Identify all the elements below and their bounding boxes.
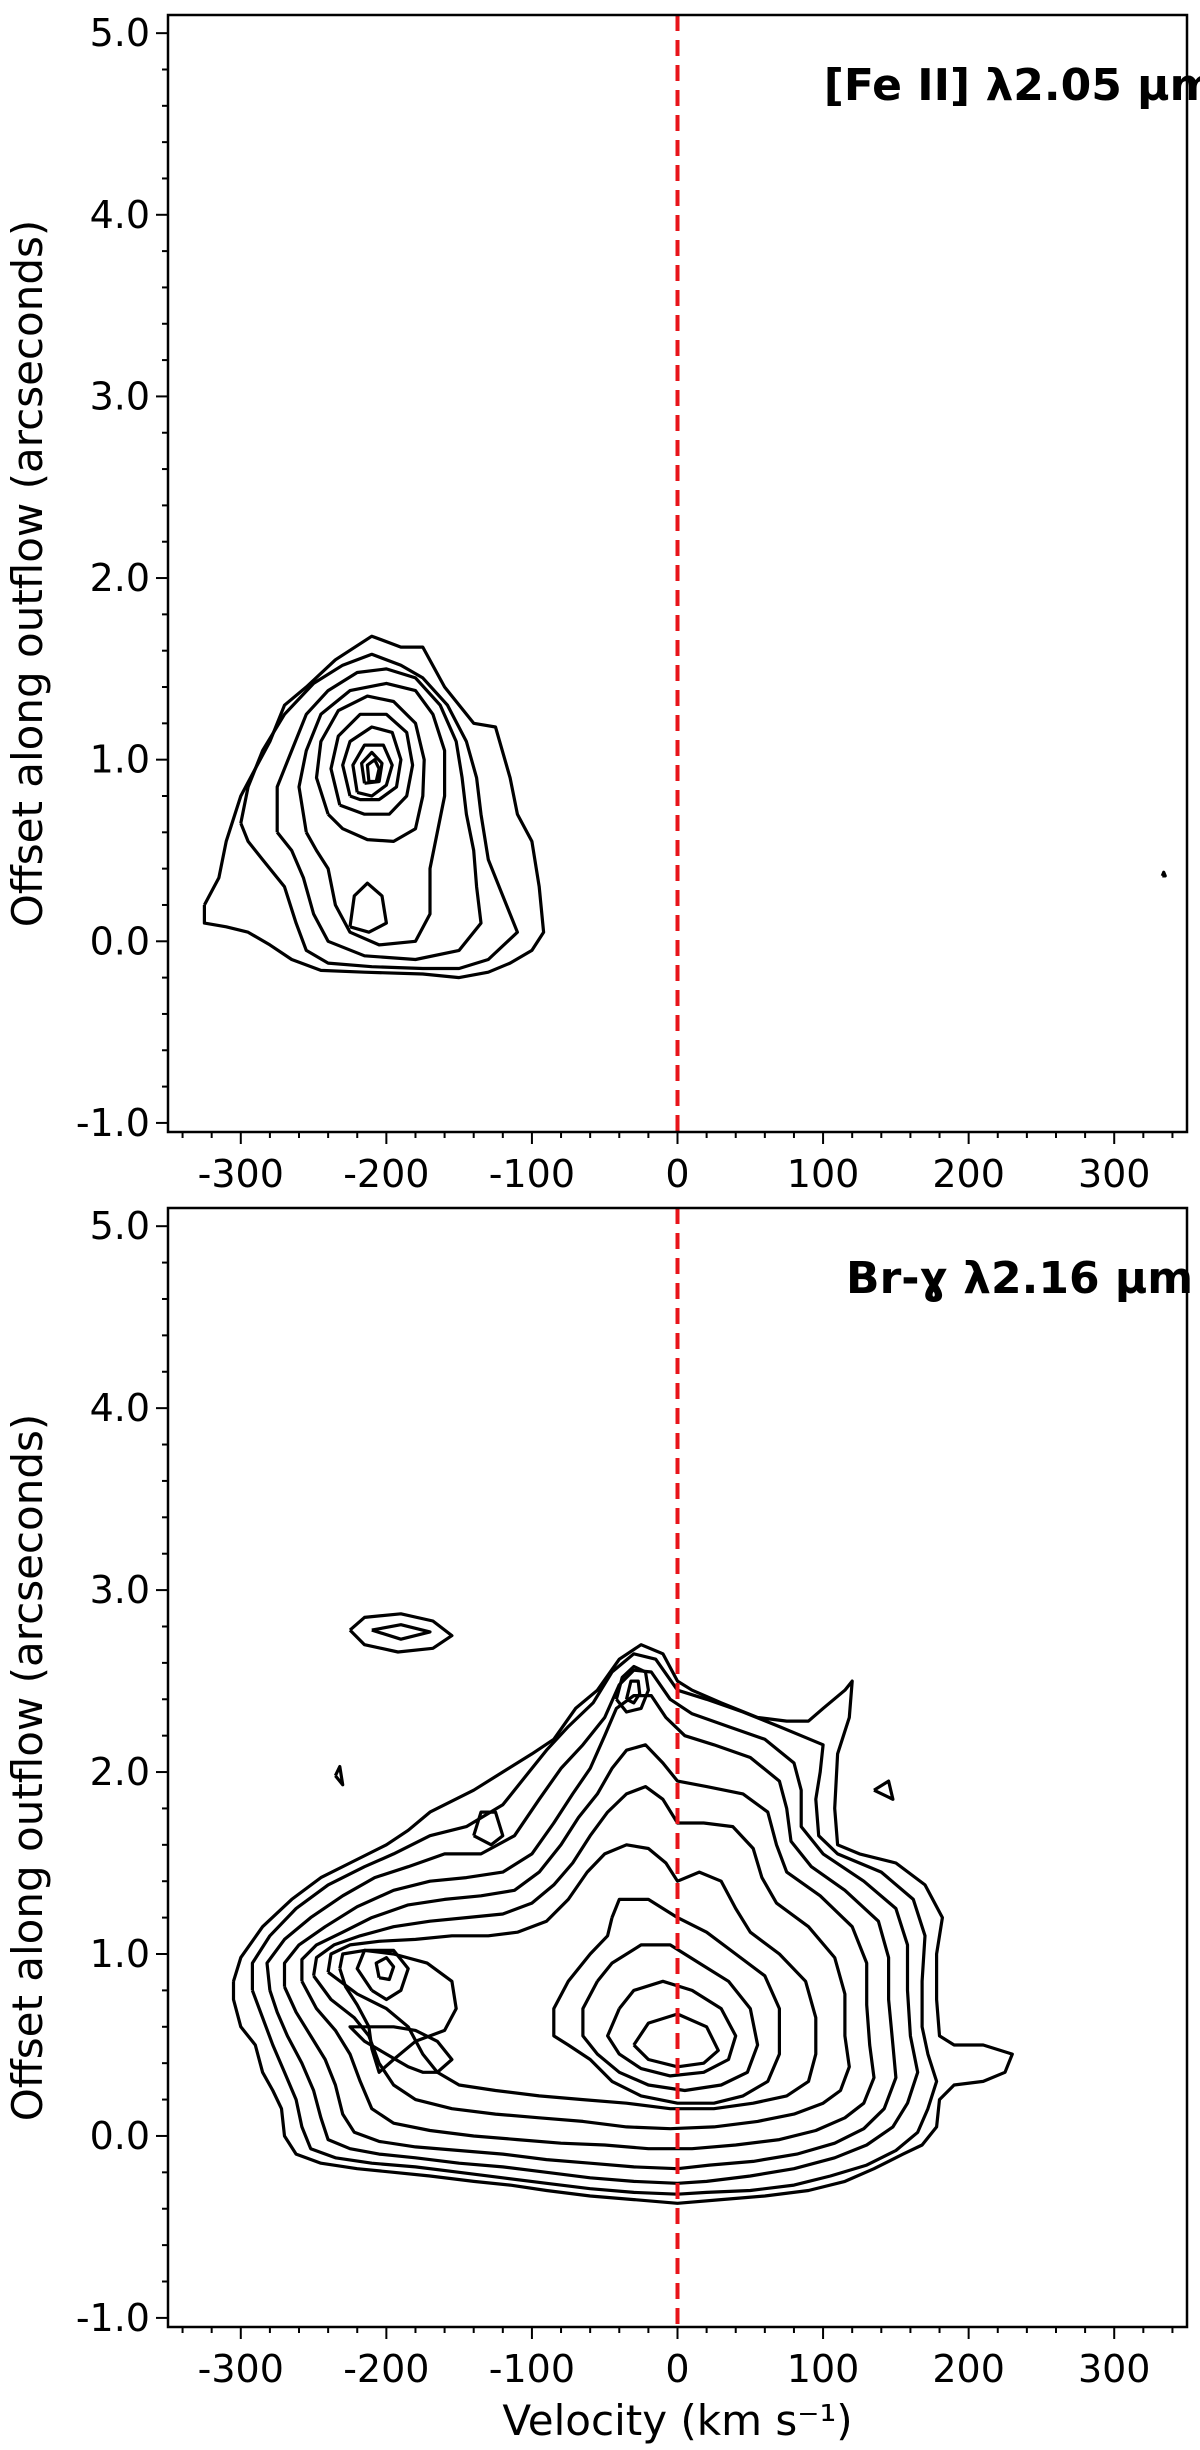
x-tick-label: 0 — [665, 1152, 689, 1196]
contour-line-21 — [873, 1779, 895, 1801]
x-axis-title: Velocity (km s⁻¹) — [502, 2396, 852, 2445]
x-tick-label: 200 — [932, 1152, 1005, 1196]
contour-line-20 — [333, 1764, 345, 1787]
contour-line-18 — [348, 1612, 454, 1654]
x-tick-label: -200 — [343, 2347, 429, 2391]
contour-line-5 — [329, 712, 415, 816]
y-tick-label: 3.0 — [90, 1568, 150, 1612]
contour-group — [231, 1612, 1014, 2205]
x-tick-label: 100 — [787, 1152, 860, 1196]
y-tick-label: 4.0 — [90, 193, 150, 237]
y-axis-title: Offset along outflow (arcseconds) — [3, 220, 52, 928]
panel-br-gamma: -300 -200 -100 0 100 200 300 -1.0 0.0 1.0 2.0 3.0 4.… — [3, 1204, 1193, 2445]
y-tick-label: 3.0 — [90, 374, 150, 418]
contour-line-14 — [348, 2025, 454, 2074]
contour-line-2 — [265, 1668, 920, 2185]
x-tick-label: 200 — [932, 2347, 1005, 2391]
contour-line-6 — [326, 1843, 818, 2111]
y-tick-label: -1.0 — [76, 1101, 150, 1145]
contour-line-17 — [472, 1810, 505, 1847]
contour-line-16 — [624, 1679, 642, 1705]
x-tick-label: 0 — [665, 2347, 689, 2391]
y-tick-label: -1.0 — [76, 2296, 150, 2340]
contour-line-19 — [371, 1623, 432, 1641]
y-tick-label: 1.0 — [90, 1932, 150, 1976]
contour-line-12 — [355, 1948, 410, 2002]
contour-line-1 — [239, 652, 520, 971]
contour-line-11 — [1160, 870, 1167, 878]
y-tick-label: 5.0 — [90, 1204, 150, 1248]
y-tick-label: 0.0 — [90, 919, 150, 963]
contour-line-0 — [231, 1643, 1014, 2205]
contour-group — [202, 634, 1167, 980]
y-axis-title: Offset along outflow (arcseconds) — [3, 1414, 52, 2122]
contour-line-1 — [250, 1652, 939, 2196]
contour-line-2 — [275, 667, 483, 962]
y-tick-label: 1.0 — [90, 738, 150, 782]
contour-line-3 — [282, 1693, 898, 2171]
contour-line-8 — [552, 1897, 782, 2105]
x-tick-label: -100 — [489, 2347, 575, 2391]
y-tick-label: 2.0 — [90, 556, 150, 600]
y-tick-label: 5.0 — [90, 11, 150, 55]
contour-line-15 — [614, 1664, 651, 1714]
x-tick-label: -100 — [489, 1152, 575, 1196]
y-tick-label: 2.0 — [90, 1750, 150, 1794]
x-tick-label: 300 — [1078, 2347, 1151, 2391]
contour-line-4 — [300, 1743, 876, 2151]
y-tick-label: 4.0 — [90, 1386, 150, 1430]
x-tick-label: -300 — [198, 2347, 284, 2391]
contour-line-7 — [338, 1948, 458, 2074]
panel-label: [Fe II] λ2.05 μm — [824, 60, 1200, 111]
contour-line-5 — [312, 1784, 851, 2131]
contour-line-7 — [351, 743, 394, 798]
contour-line-10 — [348, 881, 388, 934]
contour-line-10 — [605, 1979, 738, 2078]
panel-fe-ii: -300 -200 -100 0 100 200 300 -1.0 0.0 1.0 2.0 3.0 4.… — [3, 11, 1200, 1196]
panel-label: Br-ɣ λ2.16 μm — [846, 1253, 1193, 1304]
contour-line-11 — [632, 2012, 720, 2069]
x-tick-label: 300 — [1078, 1152, 1151, 1196]
contour-line-13 — [374, 1955, 396, 1982]
x-tick-label: 100 — [787, 2347, 860, 2391]
contour-line-3 — [297, 681, 447, 947]
x-tick-label: -300 — [198, 1152, 284, 1196]
contour-line-9 — [581, 1943, 760, 2093]
x-tick-label: -200 — [343, 1152, 429, 1196]
contour-line-9 — [365, 758, 381, 784]
contour-line-4 — [314, 694, 426, 844]
y-tick-label: 0.0 — [90, 2114, 150, 2158]
contour-line-6 — [341, 725, 403, 802]
